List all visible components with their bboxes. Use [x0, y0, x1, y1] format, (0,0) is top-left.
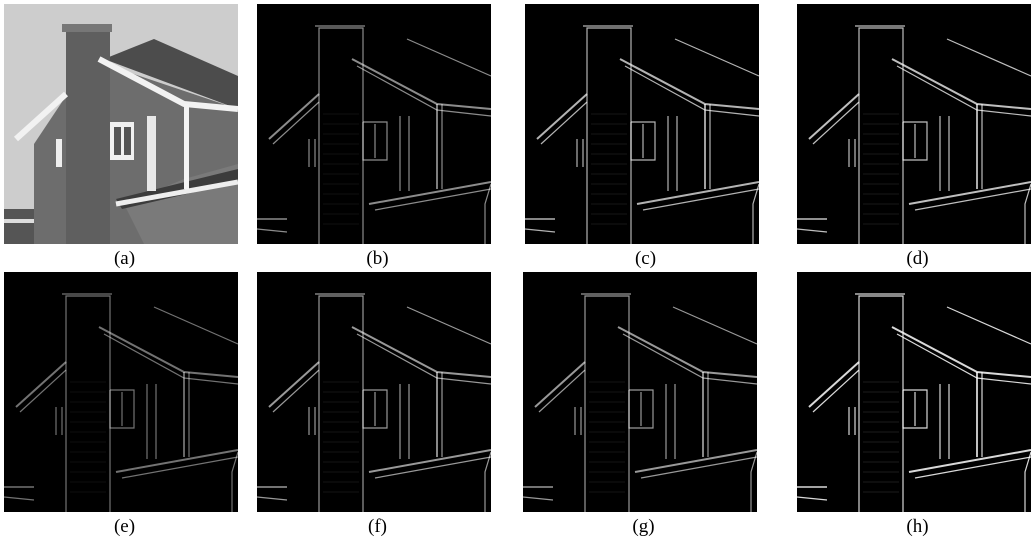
panel-image: [797, 272, 1031, 512]
panel-image: [525, 4, 759, 244]
edge-map: [523, 272, 757, 512]
panel-image: [797, 4, 1031, 244]
edge-map: [257, 4, 491, 244]
edge-map: [4, 272, 238, 512]
panel-caption: (b): [257, 248, 498, 270]
panel-image: [4, 272, 238, 512]
panel-image: [257, 272, 491, 512]
panel-caption: (g): [523, 516, 764, 538]
figure: (a)(b)(c)(d)(e)(f)(g)(h) (() => { const …: [0, 0, 1031, 547]
panel-caption: (h): [797, 516, 1031, 538]
panel-caption: (e): [4, 516, 245, 538]
panel-caption: (a): [4, 248, 245, 270]
edge-map: [257, 272, 491, 512]
panel-image: [257, 4, 491, 244]
edge-map: [797, 272, 1031, 512]
house-photo: [4, 4, 238, 244]
edge-map: [525, 4, 759, 244]
panel-caption: (d): [797, 248, 1031, 270]
panel-caption: (f): [257, 516, 498, 538]
panel-image: [523, 272, 757, 512]
panel-caption: (c): [525, 248, 766, 270]
panel-image: [4, 4, 238, 244]
edge-map: [797, 4, 1031, 244]
